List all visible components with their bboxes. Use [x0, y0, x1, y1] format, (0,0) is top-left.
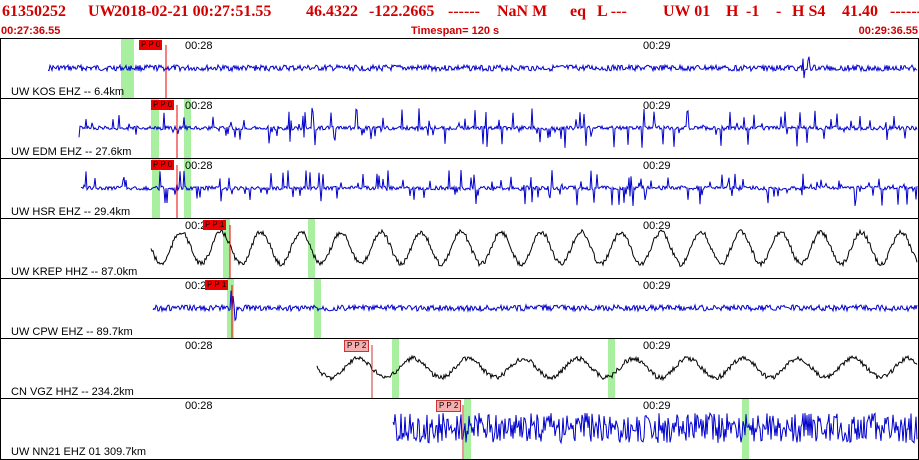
waveform-trace [47, 56, 918, 79]
start-time: 00:27:36.55 [1, 25, 61, 37]
event-quality: H [726, 3, 739, 20]
time-tick-label: 00:29 [643, 340, 671, 352]
timespan-label: Timespan= 120 s [411, 25, 500, 37]
time-tick-label: 00:28 [185, 160, 213, 172]
phase-pick-flag[interactable]: P P 1 [205, 280, 229, 290]
time-tick-label: 00:29 [643, 100, 671, 112]
station-label: UW CPW EHZ -- 89.7km [11, 326, 133, 338]
event-source: UW 01 [663, 3, 711, 20]
time-tick-label: 00:29 [643, 400, 671, 412]
station-label: UW NN21 EHZ 01 309.7km [11, 446, 147, 458]
event-solution: H S4 [792, 3, 826, 20]
waveform-trace [392, 412, 918, 445]
event-count: -1 [746, 3, 760, 20]
event-type: eq [570, 3, 586, 20]
trace-panel[interactable]: 00:28 00:29 P P 0 UW KOS EHZ -- 6.4km [0, 38, 919, 100]
seismogram-canvas [78, 99, 918, 159]
event-header: 61350252 UW 2018-02-21 00:27:51.55 46.43… [0, 0, 919, 24]
event-datetime: 2018-02-21 00:27:51.55 [114, 3, 272, 20]
time-window-marker[interactable] [223, 219, 230, 279]
event-gtype: L --- [597, 3, 627, 20]
station-label: CN VGZ HHZ -- 234.2km [11, 386, 134, 398]
time-tick-label: 00:29 [643, 280, 671, 292]
event-id: 61350252 [2, 3, 66, 20]
trace-panel[interactable]: 00:28 00:29 P P 0 UW EDM EHZ -- 27.6km [0, 98, 919, 160]
time-window-marker[interactable] [152, 159, 160, 219]
waveform-trace [316, 354, 918, 382]
phase-pick-flag[interactable]: P P 2 [436, 400, 462, 412]
trace-panel[interactable]: 00:28 00:29 P P 1 UW CPW EHZ -- 89.7km [0, 278, 919, 340]
seismogram-canvas [150, 219, 918, 279]
waveform-trace [78, 107, 918, 148]
waveform-trace [152, 290, 918, 322]
event-rms: 41.40 [842, 3, 878, 20]
trace-panel[interactable]: 00:28 00:29 P P 1 UW KREP HHZ -- 87.0km [0, 218, 919, 280]
time-tick-label: 00:29 [643, 220, 671, 232]
event-magnitude: NaN M [497, 3, 548, 20]
seismogram-canvas [152, 279, 918, 339]
time-tick-label: 00:29 [643, 160, 671, 172]
station-label: UW HSR EHZ -- 29.4km [11, 206, 131, 218]
time-tick-label: 00:28 [185, 340, 213, 352]
trace-panel[interactable]: 00:28 00:29 P P 2 CN VGZ HHZ -- 234.2km [0, 338, 919, 400]
waveform-trace [150, 228, 918, 268]
end-time: 00:29:36.55 [858, 25, 918, 37]
event-trailing: ------ [890, 3, 919, 20]
time-tick-label: 00:29 [643, 40, 671, 52]
trace-panel-stack: 00:28 00:29 P P 0 UW KOS EHZ -- 6.4km 00:28 0… [0, 38, 919, 460]
event-network: UW [88, 3, 116, 20]
time-window-marker[interactable] [151, 99, 159, 159]
trace-panel[interactable]: 00:28 00:29 P P 0 UW HSR EHZ -- 29.4km [0, 158, 919, 220]
seismogram-canvas [392, 399, 918, 459]
seismogram-canvas [316, 339, 918, 399]
time-window-marker[interactable] [608, 339, 615, 399]
phase-pick-flag[interactable]: P P 0 [151, 100, 175, 110]
time-tick-label: 00:28 [185, 40, 213, 52]
station-label: UW KOS EHZ -- 6.4km [11, 86, 125, 98]
event-lat: 46.4322 [306, 3, 358, 20]
time-tick-label: 00:28 [185, 400, 213, 412]
phase-pick-flag[interactable]: P P 2 [344, 340, 370, 352]
event-dash: - [776, 3, 782, 20]
time-range-bar: 00:27:36.55 Timespan= 120 s 00:29:36.55 [0, 24, 919, 38]
event-depth: ------ [448, 3, 480, 20]
time-window-marker[interactable] [392, 339, 399, 399]
phase-pick-flag[interactable]: P P 0 [139, 40, 163, 50]
event-lon: -122.2665 [369, 3, 435, 20]
phase-pick-flag[interactable]: P P 1 [203, 220, 227, 230]
seismogram-canvas [80, 159, 918, 219]
phase-pick-flag[interactable]: P P 0 [151, 160, 175, 170]
time-window-marker[interactable] [464, 399, 471, 459]
trace-panel[interactable]: 00:28 00:29 P P 2 UW NN21 EHZ 01 309.7km [0, 398, 919, 460]
station-label: UW EDM EHZ -- 27.6km [11, 146, 132, 158]
time-tick-label: 00:28 [185, 100, 213, 112]
time-window-marker[interactable] [121, 39, 134, 99]
station-label: UW KREP HHZ -- 87.0km [11, 266, 138, 278]
waveform-trace [80, 169, 918, 207]
seismogram-canvas [47, 39, 918, 99]
